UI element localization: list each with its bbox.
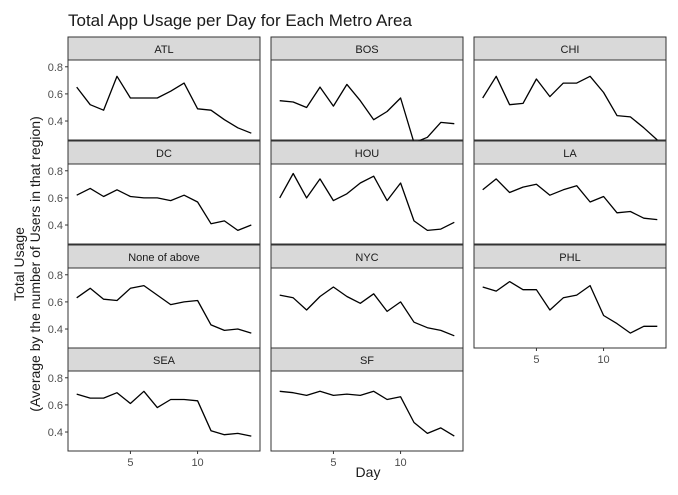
facet-strip-label: PHL	[559, 252, 580, 264]
facet-strip-label: SEA	[153, 355, 176, 367]
x-tick-label: 10	[191, 457, 203, 469]
facet-panel-la: LA	[473, 140, 667, 245]
y-axis-label-line1: Total Usage	[11, 227, 27, 301]
y-tick-label: 0.6	[48, 89, 63, 101]
y-tick-label: 0.8	[48, 62, 63, 74]
y-tick-label: 0.8	[48, 373, 63, 385]
y-tick-label: 0.6	[48, 400, 63, 412]
series-line-la	[482, 178, 658, 221]
facet-plot-area	[67, 267, 261, 349]
series-line-none-of-above	[76, 284, 252, 334]
facet-panel-phl: PHL 5 10	[473, 244, 667, 366]
series-line-nyc	[279, 286, 455, 337]
facet-strip-label: LA	[563, 148, 577, 160]
y-tick-label: 0.4	[48, 116, 63, 128]
y-tick-label: 0.6	[48, 193, 63, 205]
facet-plot-area	[473, 59, 667, 141]
facet-plot-area	[270, 163, 464, 245]
facet-plot-area	[67, 163, 261, 245]
facet-plot-area	[473, 267, 667, 349]
x-tick-label: 5	[330, 457, 336, 469]
facet-panel-nyc: NYC	[270, 244, 464, 349]
y-tick-label: 0.6	[48, 297, 63, 309]
series-line-chi	[482, 75, 658, 141]
series-line-sf	[279, 390, 455, 437]
facet-strip-label: ATL	[154, 44, 173, 56]
x-tick-label: 5	[533, 354, 539, 366]
facet-panel-none-of-above: None of above 0.4 0.6 0.8	[48, 244, 261, 349]
series-line-hou	[279, 172, 455, 232]
facet-plot-area	[473, 163, 667, 245]
facet-strip-label: DC	[156, 148, 172, 160]
facet-panel-chi: CHI	[473, 36, 667, 141]
facet-plot-area	[270, 370, 464, 452]
facet-panel-hou: HOU	[270, 140, 464, 245]
facet-plot-area	[270, 267, 464, 349]
x-tick-label: 10	[597, 354, 609, 366]
y-tick-label: 0.4	[48, 427, 63, 439]
series-line-dc	[76, 187, 252, 232]
series-line-atl	[76, 75, 252, 134]
y-tick-label: 0.8	[48, 166, 63, 178]
x-axis-label: Day	[356, 464, 381, 480]
facet-plot-area	[270, 59, 464, 141]
facet-plot-area	[67, 59, 261, 141]
facet-strip-label: NYC	[355, 252, 378, 264]
facet-panels: ATL 0.4 0.6 0.8 BOS CHI DC 0.4 0.6 0.8 HOU LA None o…	[48, 36, 667, 469]
facet-strip-label: HOU	[355, 148, 380, 160]
x-tick-label: 5	[127, 457, 133, 469]
y-axis-label-line2: (Average by the number of Users in that …	[27, 116, 43, 411]
y-tick-label: 0.8	[48, 270, 63, 282]
facet-strip-label: None of above	[128, 252, 200, 264]
x-tick-label: 10	[394, 457, 406, 469]
facet-panel-atl: ATL 0.4 0.6 0.8	[48, 36, 261, 141]
facet-plot-area	[67, 370, 261, 452]
series-line-bos	[279, 83, 455, 144]
facet-strip-label: SF	[360, 355, 374, 367]
chart-title: Total App Usage per Day for Each Metro A…	[68, 11, 413, 30]
facet-panel-sea: SEA 0.4 0.6 0.8 5 10	[48, 347, 261, 469]
series-line-phl	[482, 280, 658, 334]
y-tick-label: 0.4	[48, 220, 63, 232]
series-line-sea	[76, 390, 252, 437]
facet-strip-label: CHI	[561, 44, 580, 56]
y-tick-label: 0.4	[48, 324, 63, 336]
facet-panel-dc: DC 0.4 0.6 0.8	[48, 140, 261, 245]
facet-panel-sf: SF 5 10	[270, 347, 464, 469]
facet-panel-bos: BOS	[270, 36, 464, 144]
facet-strip-label: BOS	[355, 44, 378, 56]
